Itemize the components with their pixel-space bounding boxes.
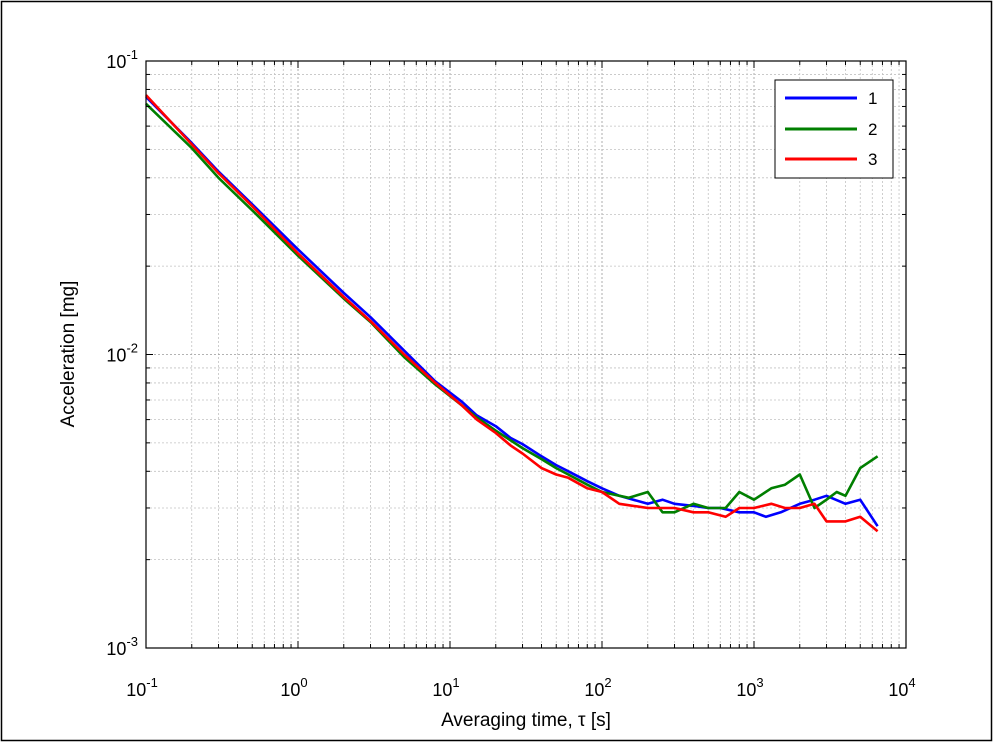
- y-tick-label-exponent: -3: [126, 634, 138, 649]
- x-tick-label-exponent: 0: [300, 675, 307, 690]
- x-tick-label: 102: [584, 675, 611, 700]
- y-tick-label: 10-1: [106, 47, 138, 72]
- x-tick-label-exponent: 4: [908, 675, 915, 690]
- x-tick-label-exponent: 1: [452, 675, 459, 690]
- legend: 1 2 3: [774, 79, 894, 179]
- x-tick-label-exponent: 2: [604, 675, 611, 690]
- x-tick-label: 103: [736, 675, 763, 700]
- grid: [145, 61, 906, 649]
- y-tick-label-base: 10: [106, 346, 126, 366]
- x-tick-label: 104: [888, 675, 915, 700]
- x-tick-label-base: 10: [584, 680, 604, 700]
- y-tick-label: 10-3: [106, 634, 138, 659]
- legend-label-2: 2: [868, 120, 877, 139]
- y-tick-labels: 10-110-210-3: [106, 47, 138, 659]
- y-tick-label-exponent: -2: [126, 341, 138, 356]
- x-tick-label-exponent: -1: [146, 675, 158, 690]
- x-tick-label: 10-1: [126, 675, 158, 700]
- x-tick-labels: 10-1 100 101 102 103 104: [126, 675, 915, 700]
- y-axis-label: Acceleration [mg]: [58, 281, 79, 428]
- x-tick-label-base: 10: [432, 680, 452, 700]
- y-tick-label-exponent: -1: [126, 47, 138, 62]
- x-tick-label: 101: [432, 675, 459, 700]
- x-axis-label: Averaging time, τ [s]: [441, 710, 611, 731]
- series-layer: [145, 94, 879, 533]
- legend-label-3: 3: [868, 150, 877, 169]
- x-tick-label-base: 10: [736, 680, 756, 700]
- y-tick-label-base: 10: [106, 639, 126, 659]
- y-tick-label-base: 10: [106, 52, 126, 72]
- x-tick-label: 100: [280, 675, 307, 700]
- series-line-3: [145, 94, 879, 533]
- series-line-1: [145, 95, 879, 527]
- y-tick-label: 10-2: [106, 341, 138, 366]
- x-tick-label-base: 10: [280, 680, 300, 700]
- legend-label-1: 1: [868, 89, 877, 108]
- x-tick-label-base: 10: [888, 680, 908, 700]
- x-tick-label-exponent: 3: [756, 675, 763, 690]
- ticks: [145, 61, 906, 649]
- x-tick-label-base: 10: [126, 680, 146, 700]
